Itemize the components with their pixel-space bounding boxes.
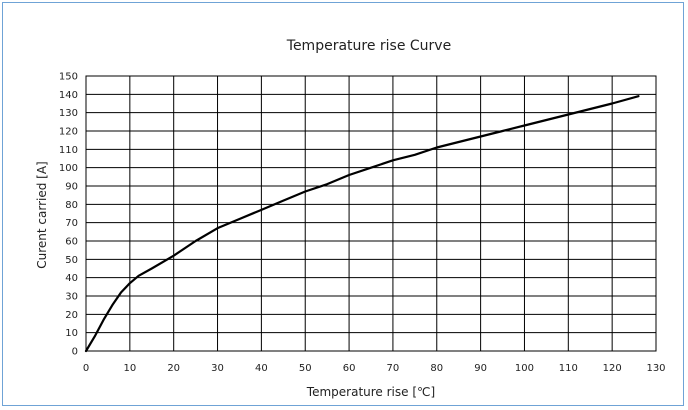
x-tick-label: 0 [83,363,89,374]
y-tick-label: 120 [59,127,78,138]
y-tick-label: 100 [59,163,78,174]
y-tick-label: 80 [65,200,78,211]
x-tick-labels: 0 10 20 30 40 50 60 70 80 90 100 110 120 130 [83,363,666,374]
y-tick-label: 40 [65,273,78,284]
y-tick-label: 20 [65,310,78,321]
x-tick-label: 50 [299,363,312,374]
x-tick-label: 130 [646,363,665,374]
x-tick-label: 60 [343,363,356,374]
x-tick-label: 30 [211,363,224,374]
y-tick-label: 60 [65,237,78,248]
x-tick-label: 120 [603,363,622,374]
y-tick-label: 10 [65,328,78,339]
y-tick-label: 70 [65,218,78,229]
y-tick-label: 30 [65,292,78,303]
y-tick-label: 50 [65,255,78,266]
series-group [84,95,640,353]
x-tick-label: 90 [474,363,487,374]
x-tick-label: 110 [559,363,578,374]
temperature-rise-chart: Temperature rise Curve 0 10 20 30 40 50 60 70 80… [35,38,666,399]
y-tick-label: 140 [59,90,78,101]
x-tick-label: 100 [515,363,534,374]
x-tick-label: 40 [255,363,268,374]
chart-frame: Temperature rise Curve 0 10 20 30 40 50 60 70 80… [2,2,684,406]
x-axis-label: Temperature rise [℃] [306,385,435,399]
x-tick-label: 70 [387,363,400,374]
plot-area [85,75,657,352]
y-tick-label: 150 [59,72,78,83]
grid-lines [85,75,657,352]
y-tick-label: 130 [59,108,78,119]
x-tick-label: 10 [123,363,136,374]
series-line [84,95,640,353]
y-tick-labels: 0 10 20 30 40 50 60 70 80 90 100 110 120 130 140 150 [59,72,78,358]
x-tick-label: 20 [167,363,180,374]
y-tick-label: 110 [59,145,78,156]
y-axis-label: Curent carried [A] [35,161,49,269]
x-tick-label: 80 [430,363,443,374]
y-tick-label: 0 [72,347,78,358]
chart-title: Temperature rise Curve [286,38,451,54]
y-tick-label: 90 [65,182,78,193]
